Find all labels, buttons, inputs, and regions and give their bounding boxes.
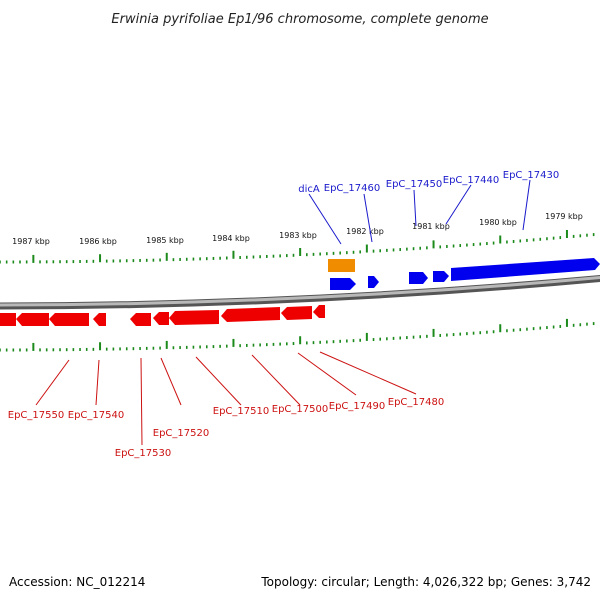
gene-EpC_17550[interactable] <box>16 313 49 326</box>
scale-label-1985: 1985 kbp <box>146 236 184 245</box>
reverse-label-leaders <box>35 351 417 446</box>
gene-label-EpC_17500[interactable]: EpC_17500 <box>272 404 328 415</box>
accession-label: Accession: NC_012214 <box>9 575 145 589</box>
bottom-tick-row <box>0 318 595 352</box>
scale-label-1983: 1983 kbp <box>279 231 317 240</box>
topology-label: Topology: circular; Length: 4,026,322 bp… <box>260 575 591 589</box>
gene-label-EpC_17450[interactable]: EpC_17450 <box>386 179 442 190</box>
gene-EpC_17490[interactable] <box>281 306 312 320</box>
gene-EpC_17430[interactable] <box>451 258 600 281</box>
gene-EpC_17500[interactable] <box>221 307 280 322</box>
scale-label-1979: 1979 kbp <box>545 212 583 221</box>
chromosome-backbone-shadow <box>0 274 600 310</box>
gene-EpC_17530[interactable] <box>93 313 106 326</box>
scale-label-1986: 1986 kbp <box>79 237 117 246</box>
gene-label-EpC_17510[interactable]: EpC_17510 <box>213 406 269 417</box>
gene-dicA-highlight[interactable] <box>328 259 355 272</box>
gene-label-EpC_17480[interactable]: EpC_17480 <box>388 397 444 408</box>
gene-label-EpC_17440[interactable]: EpC_17440 <box>443 175 499 186</box>
top-tick-row <box>0 229 595 264</box>
gene-label-EpC_17520[interactable]: EpC_17520 <box>153 428 209 439</box>
gene-label-EpC_17550[interactable]: EpC_17550 <box>8 410 64 421</box>
gene-label-EpC_17460[interactable]: EpC_17460 <box>324 183 380 194</box>
gene-EpC_17460[interactable] <box>368 276 379 288</box>
gene-dicA[interactable] <box>330 278 356 290</box>
gene-label-EpC_17530[interactable]: EpC_17530 <box>115 448 171 459</box>
scale-label-1984: 1984 kbp <box>212 234 250 243</box>
gene-label-dicA[interactable]: dicA <box>298 184 320 195</box>
gene-EpC_17510[interactable] <box>169 310 219 325</box>
gene-EpC_17540[interactable] <box>49 313 89 326</box>
scale-label-1982: 1982 kbp <box>346 227 384 236</box>
gene-EpC_17480[interactable] <box>313 305 325 318</box>
map-title: Erwinia pyrifoliae Ep1/96 chromosome, co… <box>111 12 488 27</box>
gene-reverse-edge[interactable] <box>0 313 16 326</box>
gene-label-EpC_17490[interactable]: EpC_17490 <box>329 401 385 412</box>
chromosome-backbone <box>0 275 600 307</box>
scale-label-1981: 1981 kbp <box>412 222 450 231</box>
gene-label-EpC_17540[interactable]: EpC_17540 <box>68 410 124 421</box>
gene-EpC_17520[interactable] <box>130 313 151 326</box>
scale-label-1980: 1980 kbp <box>479 218 517 227</box>
gene-label-EpC_17430[interactable]: EpC_17430 <box>503 170 559 181</box>
gene-EpC_17440[interactable] <box>433 271 449 282</box>
forward-label-leaders <box>308 179 531 245</box>
scale-label-1987: 1987 kbp <box>12 237 50 246</box>
gene-EpC_17510-a[interactable] <box>153 312 169 325</box>
gene-EpC_17450[interactable] <box>409 272 428 284</box>
